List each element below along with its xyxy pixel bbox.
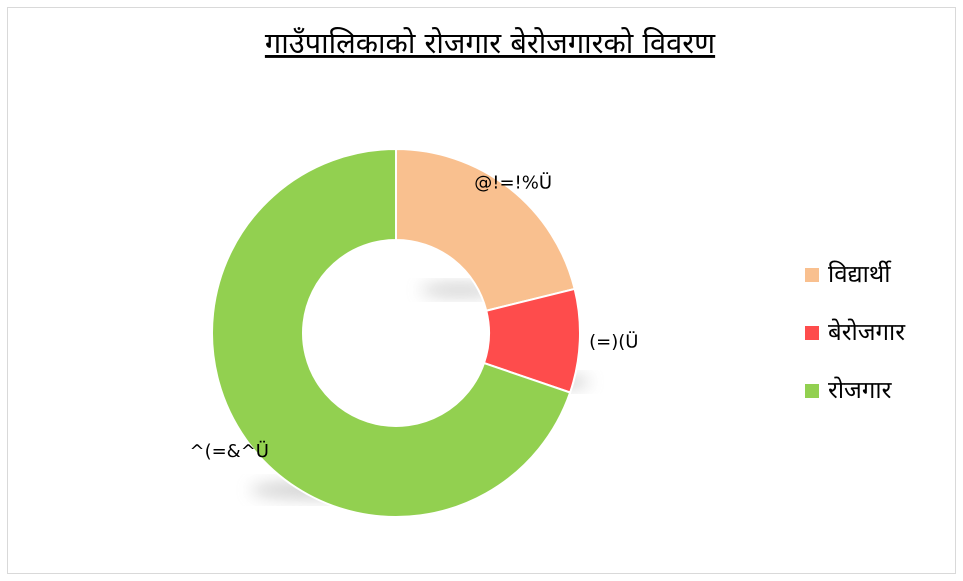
data-label: @!=!%Ü xyxy=(474,171,552,193)
chart-title: गाउँपालिकाको रोजगार बेरोजगारको विवरण xyxy=(265,26,716,60)
donut-segment xyxy=(395,147,576,312)
data-label: (=)(Ü xyxy=(589,331,638,353)
legend-label: रोजगार xyxy=(828,376,893,404)
legend-swatch xyxy=(805,268,819,282)
data-label: ^(=&^Ü xyxy=(190,440,269,462)
legend-label: विद्यार्थी xyxy=(828,260,892,288)
legend-swatch xyxy=(805,384,819,398)
legend-swatch xyxy=(805,326,819,340)
legend-label: बेरोजगार xyxy=(828,318,906,346)
donut-segment xyxy=(211,147,572,518)
